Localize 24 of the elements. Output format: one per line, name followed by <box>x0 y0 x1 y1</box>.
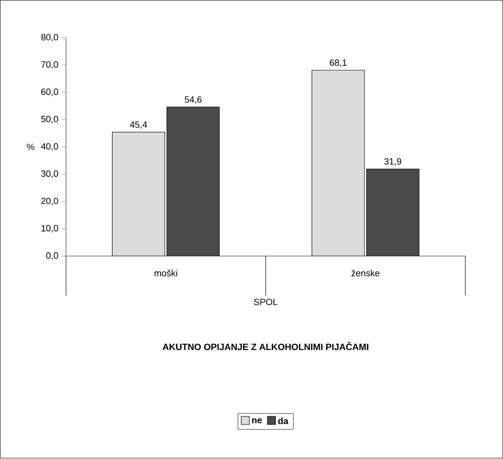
y-tick-label: 80,0 <box>41 34 58 42</box>
bar <box>112 132 165 256</box>
data-label: 54,6 <box>184 96 202 104</box>
text: AKUTNO OPIJANJE Z ALKOHOLNIMI PIJAČAMI <box>162 342 368 350</box>
y-tick-label: 40,0 <box>41 143 58 151</box>
x-tick-label: ženske <box>352 270 380 277</box>
bar <box>312 70 365 256</box>
data-label: 45,4 <box>130 122 148 130</box>
y-tick-label: 0,0 <box>46 252 58 260</box>
data-label: 68,1 <box>330 60 347 68</box>
data-label: 31,9 <box>384 158 402 166</box>
y-tick-label: 50,0 <box>41 116 58 124</box>
y-tick-label: 20,0 <box>41 198 58 206</box>
y-axis-title: % <box>26 144 34 150</box>
y-tick-label: 60,0 <box>41 88 58 96</box>
legend-label: da <box>278 418 288 424</box>
legend-label: ne <box>252 418 262 424</box>
bar <box>166 107 220 256</box>
y-tick-label: 30,0 <box>41 170 58 178</box>
y-tick-label: 10,0 <box>42 225 58 233</box>
x-tick-label: moški <box>154 270 178 277</box>
x-axis-title: SPOL <box>254 298 278 306</box>
y-tick-label: 70,0 <box>41 61 58 69</box>
bar <box>366 168 420 256</box>
